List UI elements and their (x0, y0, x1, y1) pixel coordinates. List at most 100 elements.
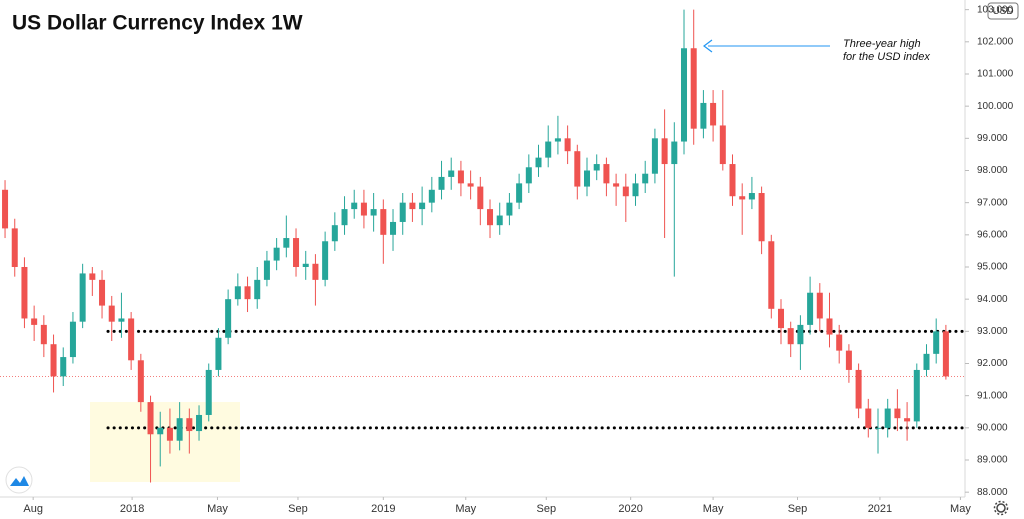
candle-body (710, 102, 717, 126)
candle-body (574, 151, 581, 187)
logo[interactable] (5, 466, 33, 494)
candle-body (254, 279, 261, 300)
candle-body (593, 164, 600, 171)
candle-body (506, 202, 513, 216)
y-tick-label: 96.000 (977, 229, 1008, 240)
x-tick-label: 2020 (618, 503, 642, 515)
candle-body (671, 141, 678, 165)
highlight-box (90, 402, 240, 482)
candle-body (884, 408, 891, 428)
candle-body (69, 321, 76, 358)
candle-body (700, 102, 707, 129)
candle-body (205, 369, 212, 415)
candle-body (263, 260, 270, 280)
annotation-arrowhead (703, 39, 713, 53)
candle-body (360, 202, 367, 216)
candle-body (622, 186, 629, 197)
candle-body (312, 263, 319, 280)
x-tick-label: 2018 (120, 503, 144, 515)
candle-body (904, 418, 911, 422)
candle-body (603, 164, 610, 184)
candle-body (302, 263, 309, 267)
candle-body (651, 138, 658, 174)
candle-body (2, 189, 9, 229)
candle-body (166, 427, 173, 441)
candle-body (845, 350, 852, 370)
candle-body (632, 183, 639, 197)
candle-body (894, 408, 901, 419)
currency-badge[interactable] (987, 2, 1019, 20)
candle-body (758, 193, 765, 242)
candle-body (99, 279, 106, 306)
y-tick-label: 101.000 (977, 69, 1014, 80)
candle-body (448, 170, 455, 177)
candle-body (642, 173, 649, 184)
candle-body (380, 209, 387, 235)
candle-body (390, 221, 397, 235)
candle-body (21, 266, 28, 319)
currency-label: USD (992, 6, 1013, 17)
candle-body (826, 318, 833, 335)
candle-body (768, 241, 775, 309)
candle-body (739, 196, 746, 200)
x-tick-label: Sep (788, 503, 808, 515)
candle-body (545, 141, 552, 158)
x-tick-label: May (455, 503, 476, 515)
y-tick-label: 90.000 (977, 422, 1008, 433)
candle-body (933, 331, 940, 354)
x-tick-label: May (207, 503, 228, 515)
candle-body (322, 241, 329, 280)
candle-body (496, 215, 503, 226)
x-tick-label: 2019 (371, 503, 395, 515)
candle-body (787, 328, 794, 345)
annotation-text: Three-year high (843, 38, 921, 50)
x-tick-label: Sep (536, 503, 556, 515)
candle-body (176, 418, 183, 441)
candle-body (428, 189, 435, 203)
candle-body (690, 48, 697, 129)
y-tick-label: 95.000 (977, 262, 1008, 273)
candle-body (554, 138, 561, 142)
candle-body (293, 238, 300, 267)
y-tick-label: 100.000 (977, 101, 1014, 112)
candle-body (535, 157, 542, 168)
x-tick-label: May (950, 503, 971, 515)
candle-body (584, 170, 591, 187)
candle-body (729, 164, 736, 197)
candle-body (836, 334, 843, 351)
candle-body (215, 337, 222, 370)
candle-body (865, 408, 872, 428)
candle-body (613, 183, 620, 187)
candle-body (147, 402, 154, 435)
y-tick-label: 93.000 (977, 326, 1008, 337)
candle-body (797, 324, 804, 345)
candle-body (487, 209, 494, 226)
candle-body (370, 209, 377, 216)
candle-body (128, 318, 135, 361)
candle-body (525, 167, 532, 184)
candle-body (438, 176, 445, 190)
candle-body (399, 202, 406, 222)
candle-body (457, 170, 464, 184)
candle-body (807, 292, 814, 325)
candle-body (108, 305, 115, 322)
settings-icon[interactable] (993, 500, 1009, 516)
candle-body (913, 369, 920, 422)
candle-body (11, 228, 18, 267)
candle-body (719, 125, 726, 165)
y-tick-label: 99.000 (977, 133, 1008, 144)
candle-body (564, 138, 571, 152)
y-tick-label: 89.000 (977, 455, 1008, 466)
candle-body (923, 353, 930, 370)
x-tick-label: 2021 (868, 503, 892, 515)
candle-body (79, 273, 86, 322)
y-tick-label: 102.000 (977, 36, 1014, 47)
y-tick-label: 103.000 (977, 4, 1014, 15)
candle-body (855, 369, 862, 409)
x-tick-label: Aug (23, 503, 43, 515)
candle-body (60, 357, 67, 377)
candle-body (331, 225, 338, 242)
annotation-text: for the USD index (843, 51, 930, 63)
candle-body (661, 138, 668, 165)
